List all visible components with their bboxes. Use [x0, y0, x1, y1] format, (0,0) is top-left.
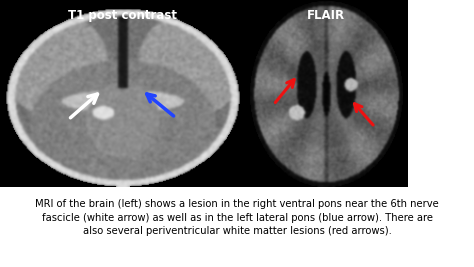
Text: FLAIR: FLAIR [307, 9, 345, 22]
Text: MRI of the brain (left) shows a lesion in the right ventral pons near the 6th ne: MRI of the brain (left) shows a lesion i… [35, 199, 439, 236]
Text: T1 post contrast: T1 post contrast [68, 9, 176, 22]
